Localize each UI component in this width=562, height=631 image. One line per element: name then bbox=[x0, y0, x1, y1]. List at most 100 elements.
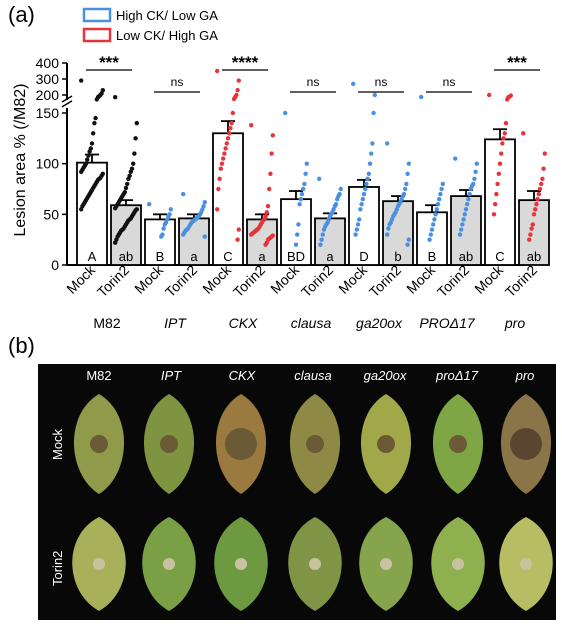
column-label: clausa bbox=[294, 368, 332, 383]
data-point bbox=[440, 181, 445, 187]
bar-M82-Torin2 bbox=[110, 204, 142, 266]
data-point bbox=[472, 176, 477, 182]
data-point bbox=[236, 227, 241, 232]
data-point bbox=[372, 92, 377, 98]
column-label: ga20ox bbox=[363, 368, 407, 383]
data-point bbox=[502, 131, 507, 136]
lesion-spot bbox=[225, 428, 257, 460]
data-point bbox=[385, 141, 390, 146]
data-point bbox=[466, 196, 471, 202]
data-point bbox=[386, 226, 391, 231]
group-letter: a bbox=[190, 249, 198, 264]
data-point bbox=[439, 186, 444, 192]
data-point bbox=[465, 202, 470, 207]
lesion-spot bbox=[306, 435, 324, 453]
bar-clausa-Torin2 bbox=[314, 217, 346, 266]
group-letter: BD bbox=[287, 249, 305, 264]
data-point bbox=[431, 222, 436, 227]
data-point bbox=[320, 232, 325, 237]
data-point bbox=[536, 191, 541, 197]
column-label: M82 bbox=[86, 368, 112, 383]
data-point bbox=[202, 234, 207, 239]
significance-label: ns bbox=[375, 75, 388, 89]
data-point bbox=[235, 88, 240, 93]
bar-CKX-Mock bbox=[212, 132, 244, 266]
x-tick-label: Mock bbox=[63, 261, 99, 297]
data-point bbox=[263, 242, 268, 247]
data-point bbox=[123, 185, 129, 191]
data-point bbox=[428, 232, 433, 237]
lesion-spot bbox=[235, 558, 247, 570]
significance-label: ns bbox=[443, 75, 456, 89]
data-point bbox=[293, 242, 299, 247]
axis-break-mark bbox=[61, 100, 73, 108]
data-point bbox=[219, 161, 225, 166]
x-tick-label: Torin2 bbox=[298, 262, 336, 300]
data-point bbox=[181, 191, 186, 197]
data-point bbox=[429, 227, 435, 232]
lesion-spot bbox=[160, 435, 178, 453]
data-point bbox=[265, 204, 271, 209]
panel-a-letter: (a) bbox=[8, 2, 35, 27]
data-point bbox=[487, 92, 492, 98]
data-point bbox=[231, 96, 237, 102]
significance-label: *** bbox=[99, 53, 119, 72]
data-point bbox=[216, 186, 221, 192]
lesion-spot bbox=[377, 435, 395, 453]
data-point bbox=[406, 237, 411, 242]
data-point bbox=[128, 169, 133, 174]
data-point bbox=[235, 237, 240, 242]
data-point bbox=[405, 242, 410, 247]
data-point bbox=[463, 207, 469, 212]
data-point bbox=[302, 181, 307, 187]
data-point bbox=[227, 131, 232, 136]
y-tick-label: 50 bbox=[43, 206, 59, 222]
significance-label: **** bbox=[232, 53, 259, 72]
x-tick-label: Torin2 bbox=[366, 262, 404, 300]
data-point bbox=[495, 181, 500, 187]
data-point bbox=[361, 191, 367, 197]
column-label: CKX bbox=[228, 368, 256, 383]
data-point bbox=[438, 191, 443, 197]
data-point bbox=[366, 171, 371, 176]
data-point bbox=[437, 196, 442, 202]
bar-pro-Mock bbox=[484, 138, 516, 266]
data-point bbox=[370, 141, 375, 146]
data-point bbox=[267, 186, 272, 192]
data-point bbox=[269, 151, 274, 156]
leaf-images bbox=[72, 394, 553, 611]
data-point bbox=[221, 156, 226, 161]
column-label: IPT bbox=[160, 368, 182, 383]
data-point bbox=[321, 227, 327, 232]
data-point bbox=[540, 176, 545, 182]
data-point bbox=[159, 234, 164, 239]
group-letter: D bbox=[359, 249, 368, 264]
data-point bbox=[359, 202, 364, 207]
y-tick-label: 400 bbox=[36, 55, 60, 71]
data-point bbox=[461, 217, 466, 222]
significance-label: *** bbox=[507, 53, 527, 72]
bar-PROΔ17-Mock bbox=[416, 211, 448, 266]
leaf-photo-panel: M82 IPT CKX clausa ga20ox proΔ17 pro Mock Tori… bbox=[38, 364, 556, 620]
y-tick-label: 100 bbox=[36, 156, 60, 172]
data-point bbox=[427, 237, 432, 242]
data-point bbox=[304, 161, 309, 166]
data-point bbox=[358, 207, 363, 212]
x-tick-label: Torin2 bbox=[94, 262, 132, 300]
data-point bbox=[89, 141, 95, 146]
data-point bbox=[217, 176, 222, 182]
data-point bbox=[299, 191, 305, 197]
group-letter: A bbox=[88, 249, 97, 264]
data-point bbox=[249, 232, 254, 237]
genotype-label: pro bbox=[504, 315, 525, 331]
data-point bbox=[501, 136, 506, 141]
data-point bbox=[335, 196, 340, 202]
data-point bbox=[387, 222, 392, 227]
group-letter: ab bbox=[459, 249, 473, 264]
lesion-spot bbox=[309, 558, 321, 570]
x-tick-label: Torin2 bbox=[502, 262, 540, 300]
data-point bbox=[162, 222, 167, 227]
group-letter: a bbox=[326, 249, 334, 264]
lesion-spot bbox=[510, 428, 542, 460]
data-point bbox=[460, 222, 465, 227]
